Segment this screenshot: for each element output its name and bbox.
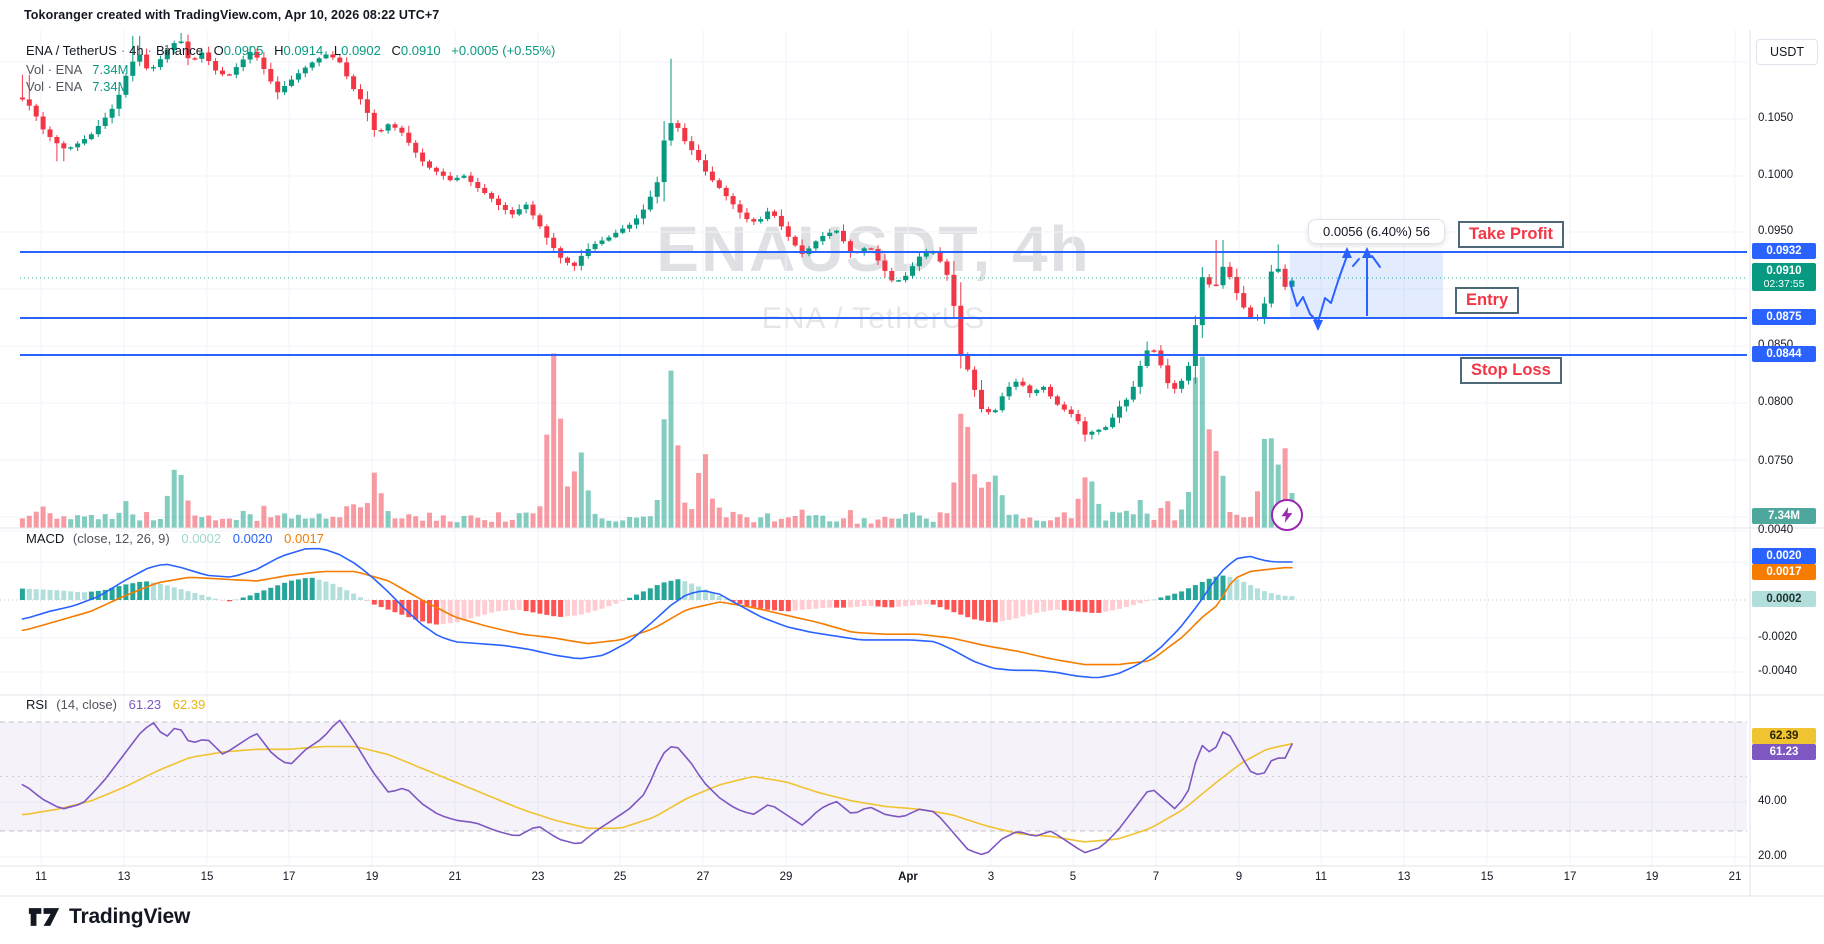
time-scale-tick[interactable]: 17 xyxy=(282,871,296,883)
entry-label[interactable]: Entry xyxy=(1455,287,1520,314)
macd-line-value: 0.0020 xyxy=(232,531,273,546)
low-value: 0.0902 xyxy=(341,43,381,58)
price-scale-tick[interactable]: 0.1050 xyxy=(1758,112,1794,124)
entry-price-badge: 0.0875 xyxy=(1752,309,1816,326)
price-scale-tick[interactable]: 0.0040 xyxy=(1758,524,1794,536)
macd-signal-badge: 0.0017 xyxy=(1752,564,1816,581)
price-scale-tick[interactable]: 20.00 xyxy=(1758,850,1787,862)
macd-params: (close, 12, 26, 9) xyxy=(72,531,170,546)
rsi-legend-row[interactable]: RSI (14, close) 61.23 62.39 xyxy=(26,697,205,712)
low-label: L xyxy=(333,43,342,58)
price-scale-tick[interactable]: 40.00 xyxy=(1758,795,1787,807)
tradingview-logo-text: TradingView xyxy=(69,905,191,928)
open-label: O xyxy=(213,43,224,58)
price-scale-tick[interactable]: -0.0040 xyxy=(1758,665,1798,677)
time-scale-tick[interactable]: 15 xyxy=(1480,871,1494,883)
time-scale-tick[interactable]: Apr xyxy=(898,871,918,883)
macd-title[interactable]: MACD xyxy=(26,531,65,546)
lightning-icon xyxy=(1281,507,1293,523)
volume-value: 7.34M xyxy=(92,62,129,77)
time-scale-tick[interactable]: 21 xyxy=(448,871,462,883)
macd-line-badge: 0.0020 xyxy=(1752,548,1816,565)
time-scale-tick[interactable]: 19 xyxy=(365,871,379,883)
rsi-params: (14, close) xyxy=(56,697,117,712)
rsi-value: 61.23 xyxy=(128,697,162,712)
price-scale-tick[interactable]: 0.0800 xyxy=(1758,396,1794,408)
price-scale-tick[interactable]: -0.0020 xyxy=(1758,631,1798,643)
time-scale-tick[interactable]: 3 xyxy=(987,871,995,883)
close-label: C xyxy=(391,43,401,58)
high-label: H xyxy=(274,43,284,58)
watermark-credit: Tokoranger created with TradingView.com,… xyxy=(24,8,440,22)
stop-loss-price-badge: 0.0844 xyxy=(1752,346,1816,363)
rsi-title[interactable]: RSI xyxy=(26,697,48,712)
time-scale-tick[interactable]: 17 xyxy=(1563,871,1577,883)
interval-label[interactable]: 4h xyxy=(129,43,144,58)
take-profit-price-badge: 0.0932 xyxy=(1752,243,1816,260)
projection-tooltip: 0.0056 (6.40%) 56 xyxy=(1308,219,1445,244)
time-scale-tick[interactable]: 11 xyxy=(35,871,47,883)
open-value: 0.0905 xyxy=(223,43,264,58)
take-profit-label[interactable]: Take Profit xyxy=(1458,221,1565,248)
volume-badge: 7.34M xyxy=(1752,508,1816,525)
macd-signal-value: 0.0017 xyxy=(284,531,324,546)
macd-legend-row[interactable]: MACD (close, 12, 26, 9) 0.0002 0.0020 0.… xyxy=(26,531,324,546)
volume-legend-row-1[interactable]: Vol · ENA 7.34M xyxy=(26,62,129,77)
time-scale-tick[interactable]: 7 xyxy=(1152,871,1160,883)
time-scale-tick[interactable]: 21 xyxy=(1728,871,1742,883)
change-value: +0.0005 (+0.55%) xyxy=(451,43,556,58)
time-scale-tick[interactable]: 25 xyxy=(613,871,627,883)
price-scale-tick[interactable]: 0.0750 xyxy=(1758,455,1794,467)
instant-trading-button[interactable] xyxy=(1271,499,1303,531)
price-scale-tick[interactable]: 0.0950 xyxy=(1758,225,1794,237)
time-scale-tick[interactable]: 9 xyxy=(1235,871,1243,883)
time-scale-tick[interactable]: 19 xyxy=(1645,871,1659,883)
rsi-ma-badge: 62.39 xyxy=(1752,728,1816,745)
symbol-legend-row[interactable]: ENA / TetherUS · 4h · Binance O0.0905 H0.091… xyxy=(26,43,556,58)
volume-legend-row-2[interactable]: Vol · ENA 7.34M xyxy=(26,79,129,94)
time-scale-tick[interactable]: 11 xyxy=(1315,871,1327,883)
volume-value: 7.34M xyxy=(92,79,129,94)
close-value: 0.0910 xyxy=(400,43,441,58)
time-scale-tick[interactable]: 15 xyxy=(200,871,214,883)
tradingview-logo[interactable]: TradingView xyxy=(28,905,190,929)
rsi-badge: 61.23 xyxy=(1752,744,1816,761)
rsi-ma-value: 62.39 xyxy=(172,697,206,712)
time-scale-tick[interactable]: 27 xyxy=(696,871,710,883)
macd-hist-badge: 0.0002 xyxy=(1752,591,1816,608)
exchange-label[interactable]: Binance xyxy=(155,43,203,58)
time-scale-tick[interactable]: 23 xyxy=(531,871,545,883)
price-scale-tick[interactable]: 0.1000 xyxy=(1758,169,1794,181)
macd-hist-value: 0.0002 xyxy=(181,531,222,546)
currency-toggle-button[interactable]: USDT xyxy=(1756,39,1818,65)
time-scale-tick[interactable]: 13 xyxy=(1397,871,1411,883)
tradingview-logo-icon xyxy=(28,908,60,926)
high-value: 0.0914 xyxy=(283,43,324,58)
time-scale-tick[interactable]: 5 xyxy=(1069,871,1077,883)
time-scale-tick[interactable]: 13 xyxy=(117,871,131,883)
time-scale-tick[interactable]: 29 xyxy=(779,871,793,883)
stop-loss-label[interactable]: Stop Loss xyxy=(1460,357,1562,384)
last-price-badge: 0.0910 02:37:55 xyxy=(1752,263,1816,292)
symbol-title[interactable]: ENA / TetherUS xyxy=(26,43,117,58)
